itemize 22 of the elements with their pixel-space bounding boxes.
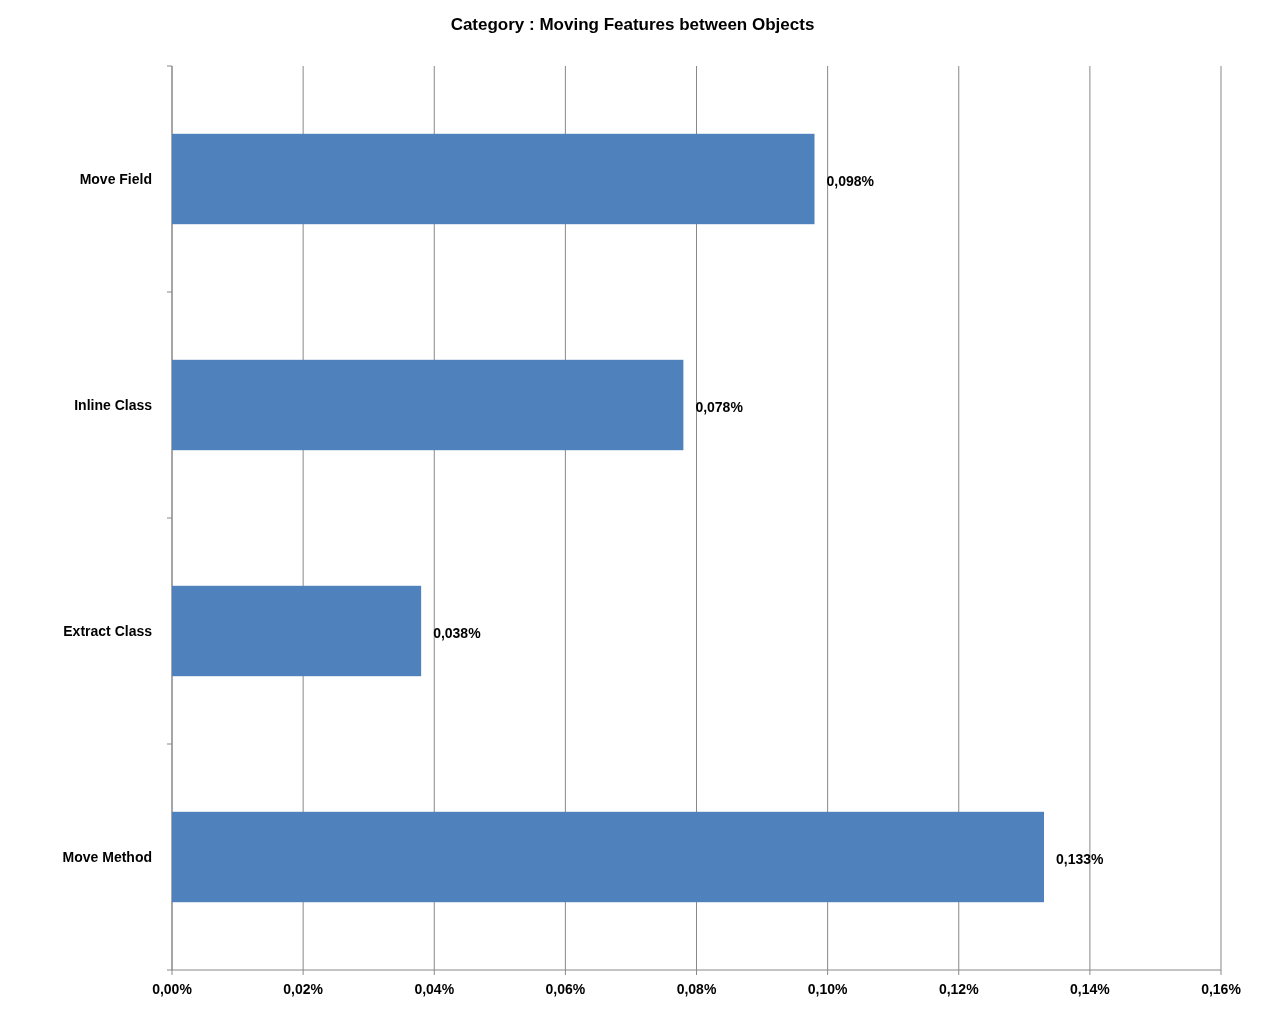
x-tick-label: 0,12% (938, 981, 980, 997)
data-label: 0,078% (695, 399, 744, 415)
x-tick-label: 0,10% (807, 981, 849, 997)
y-tick-label: Extract Class (63, 623, 153, 639)
bar (172, 811, 1044, 903)
x-tick-label: 0,00% (152, 981, 193, 997)
bar (172, 585, 422, 677)
data-label: 0,038% (433, 625, 482, 641)
y-tick-label: Inline Class (74, 397, 153, 413)
x-tick-label: 0,04% (414, 981, 455, 997)
data-label: 0,133% (1055, 851, 1105, 867)
x-tick-label: 0,16% (1201, 981, 1242, 997)
x-tick-label: 0,14% (1070, 981, 1111, 997)
x-tick-label: 0,06% (545, 981, 586, 997)
y-tick-label: Move Field (79, 171, 152, 187)
bar (172, 133, 815, 225)
x-tick-label: 0,02% (283, 981, 324, 997)
y-tick-label: Move Method (62, 849, 152, 865)
bar (172, 359, 684, 451)
chart-title: Category : Moving Features between Objects (450, 15, 815, 34)
x-tick-label: 0,08% (676, 981, 717, 997)
data-label: 0,098% (826, 173, 875, 189)
